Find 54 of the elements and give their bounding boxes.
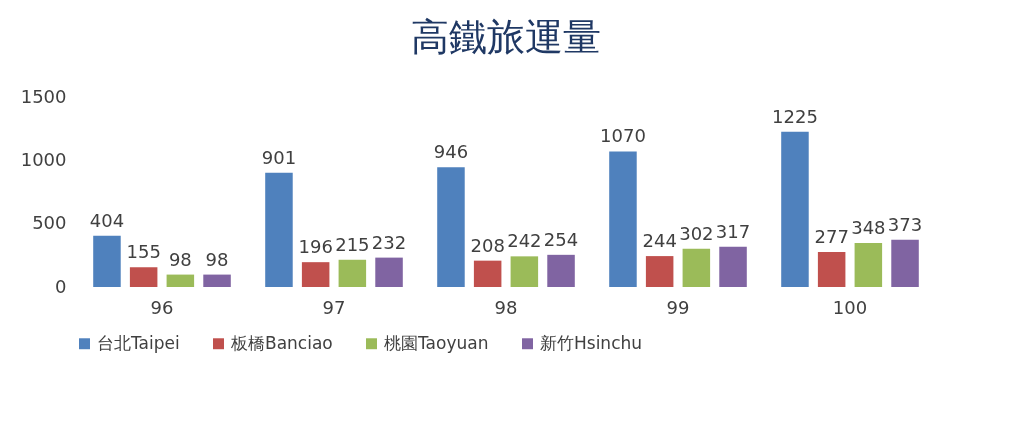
x-tick-label: 99 [666,296,690,318]
data-label: 215 [335,233,370,255]
legend-label: 台北Taipei [97,332,180,353]
bar [301,262,330,287]
x-tick-label: 97 [322,296,346,318]
data-label: 317 [715,220,751,242]
bar [510,256,539,287]
data-label: 946 [433,141,469,163]
bar [437,167,465,287]
bar [129,267,158,287]
bar [645,256,674,287]
bar [265,172,293,287]
data-label: 98 [168,248,192,270]
x-tick-label: 96 [150,296,174,318]
data-label: 155 [126,241,161,263]
bar [375,257,403,287]
data-label: 208 [470,234,505,256]
data-label: 254 [543,228,579,250]
legend-label: 板橋Banciao [230,332,333,353]
y-tick-label: 0 [55,275,67,297]
data-label: 232 [371,231,407,253]
data-label: 373 [887,213,923,235]
y-tick-label: 1500 [20,85,67,107]
y-tick-label: 1000 [20,148,67,170]
bar [547,254,575,287]
data-label: 302 [679,222,714,244]
bar [891,239,919,287]
data-label: 404 [89,209,125,231]
bar [682,248,711,287]
bar [609,151,637,287]
x-tick-label: 100 [832,296,868,318]
bar [719,246,747,287]
data-label: 242 [507,230,542,252]
data-label: 277 [814,225,849,247]
data-label: 901 [261,146,297,168]
bar [473,260,502,287]
legend-label: 桃園Taoyuan [384,332,489,353]
bar [338,259,367,287]
data-label: 98 [205,248,229,270]
data-label: 1225 [772,105,818,127]
data-label: 1070 [600,125,646,147]
bar [854,242,883,287]
bar [817,251,846,287]
x-tick-label: 98 [494,296,518,318]
data-label: 196 [298,236,333,258]
data-label: 244 [642,230,677,252]
y-tick-label: 500 [32,212,67,234]
chart-title: 高鐵旅運量 [411,15,601,59]
bar [166,274,195,287]
legend-label: 新竹Hsinchu [540,332,643,353]
bar [781,131,809,287]
data-label: 348 [851,216,886,238]
bar [93,235,121,287]
bar [203,274,231,287]
